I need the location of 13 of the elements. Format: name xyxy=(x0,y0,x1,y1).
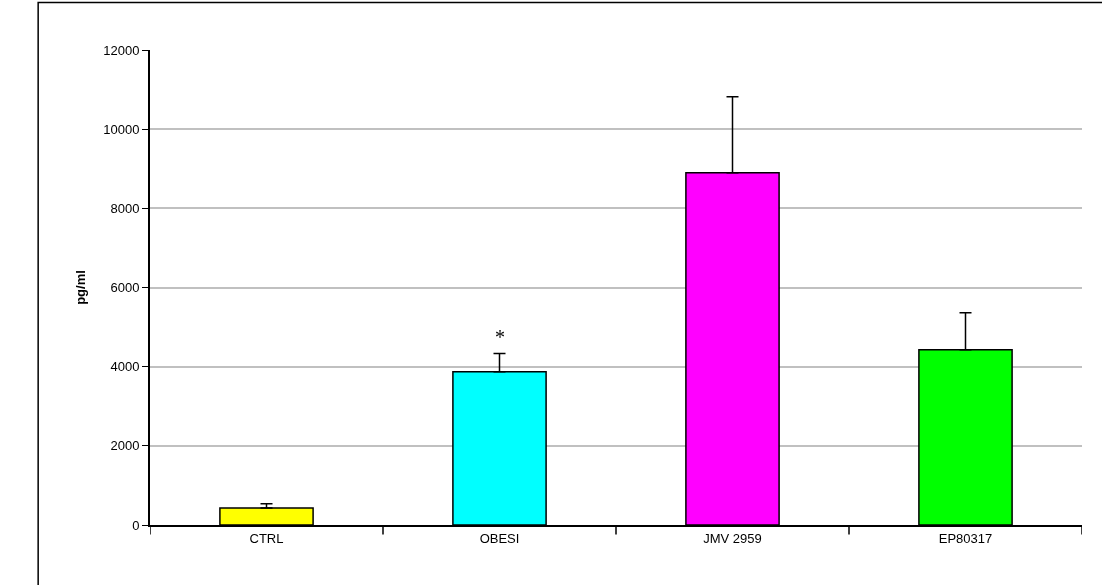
x-tick-label: CTRL xyxy=(249,530,284,546)
x-tick-label: EP80317 xyxy=(938,530,993,546)
y-axis-title: pg/ml xyxy=(72,270,88,305)
y-tick-label: 10000 xyxy=(103,121,140,137)
y-tick-label: 4000 xyxy=(110,359,140,375)
y-tick-label: 2000 xyxy=(110,438,140,454)
y-tick-label: 12000 xyxy=(103,42,140,58)
x-tick-label: OBESI xyxy=(479,530,520,546)
y-tick-label: 6000 xyxy=(110,280,140,296)
y-tick-label: 0 xyxy=(132,517,140,533)
x-tick-label: JMV 2959 xyxy=(703,530,762,546)
annotation: * xyxy=(495,326,505,348)
y-tick-label: 8000 xyxy=(110,200,140,216)
